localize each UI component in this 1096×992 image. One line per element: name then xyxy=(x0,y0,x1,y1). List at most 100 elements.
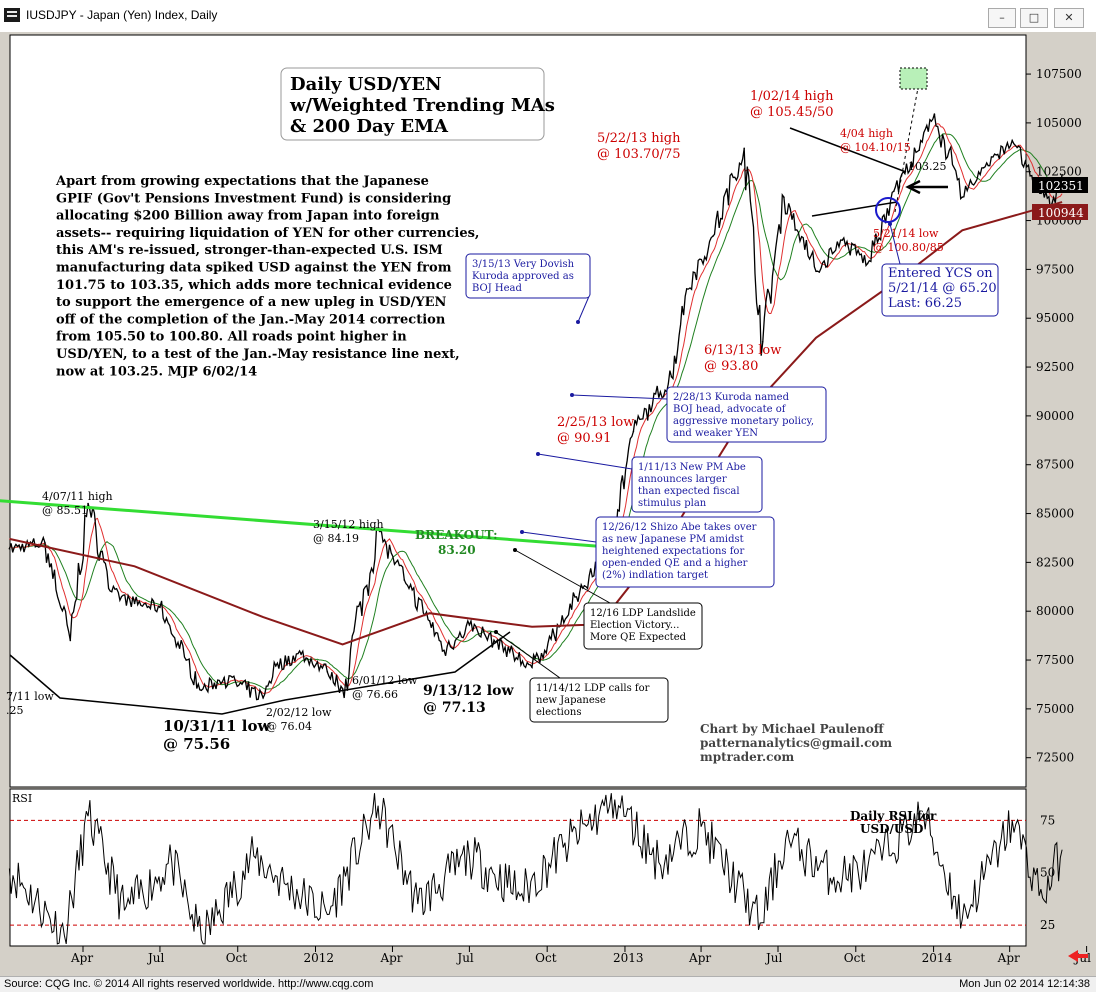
callout-pointer xyxy=(571,394,668,400)
callout-line: 11/14/12 LDP calls for xyxy=(536,683,650,694)
chart-title-line: w/Weighted Trending MAs xyxy=(289,95,555,116)
price-point xyxy=(583,585,586,587)
y-tick-label: 85000 xyxy=(1036,507,1074,521)
price-point xyxy=(443,649,445,652)
breakout-line xyxy=(0,499,632,551)
price-point xyxy=(712,235,714,237)
price-point xyxy=(918,149,920,152)
callout-line: as new Japanese PM amidst xyxy=(602,534,744,545)
ma-fast-line xyxy=(8,123,1063,695)
rsi-tick-label: 50 xyxy=(1040,866,1055,880)
price-point xyxy=(866,262,869,265)
annotation-label: @ 85.51 xyxy=(42,504,88,517)
rsi-title-line: Daily RSI for xyxy=(850,809,937,823)
price-point xyxy=(531,666,533,669)
price-point xyxy=(982,167,985,169)
annotation-label: 3/15/12 high xyxy=(313,518,384,531)
callout-line: new Japanese xyxy=(536,695,606,706)
callout-line: BOJ Head xyxy=(472,283,523,294)
price-point xyxy=(933,113,936,115)
price-point xyxy=(468,624,471,626)
maximize-button[interactable]: □ xyxy=(1020,8,1048,28)
price-point xyxy=(632,430,635,433)
breakout-label: BREAKOUT: xyxy=(415,528,498,542)
x-tick-label: Jul xyxy=(764,951,783,965)
callout-line: Election Victory... xyxy=(590,620,679,631)
y-tick-label: 105000 xyxy=(1036,116,1082,130)
commentary-line: 101.75 to 103.35, which adds more techni… xyxy=(56,278,452,293)
price-point xyxy=(223,676,225,679)
y-tick-label: 102500 xyxy=(1036,165,1082,179)
callout-line: Entered YCS on xyxy=(888,266,993,281)
price-point xyxy=(670,376,673,378)
axis-labels: 1075001050001025001000009750095000925009… xyxy=(12,67,1091,965)
callout-line: BOJ head, advocate of xyxy=(673,404,787,415)
minimize-button[interactable]: – xyxy=(988,8,1016,28)
ema-price-box xyxy=(1032,204,1088,220)
rsi-tick-label: 75 xyxy=(1040,813,1055,827)
callout-line: (2%) indlation target xyxy=(602,570,708,581)
annotation-label: @ 77.13 xyxy=(423,700,486,716)
callout-line: Last: 66.25 xyxy=(888,296,962,311)
annotation-label: 103.25 xyxy=(908,160,947,173)
callout-pointer xyxy=(577,293,591,323)
callout-line: heightened expectations for xyxy=(602,546,744,557)
wedge-support-line xyxy=(811,201,898,217)
callout-line: open-ended QE and a higher xyxy=(602,558,748,569)
y-tick-label: 97500 xyxy=(1036,262,1074,276)
callout-line: 5/21/14 @ 65.20 xyxy=(888,281,997,296)
annotation-label: 9/13/12 low xyxy=(423,683,514,699)
resistance-line xyxy=(789,127,907,173)
annotation-label: @ 93.80 xyxy=(704,359,758,374)
price-point xyxy=(685,288,688,290)
chart-title-line: Daily USD/YEN xyxy=(290,74,442,95)
price-point xyxy=(428,620,431,622)
callout-line: than expected fiscal xyxy=(638,486,740,497)
callout-arrowhead xyxy=(888,222,892,226)
chart-app-icon xyxy=(4,8,20,22)
rsi-line xyxy=(8,793,1063,945)
callout-arrowhead xyxy=(536,452,540,456)
callout-arrowhead xyxy=(520,530,524,534)
annotation-label: 5/22/13 high xyxy=(597,131,681,146)
price-point xyxy=(200,689,203,692)
callout-line: More QE Expected xyxy=(590,632,687,643)
callout-arrowhead xyxy=(570,393,574,397)
scroll-left-icon xyxy=(1068,950,1088,962)
close-button[interactable]: ✕ xyxy=(1054,8,1084,28)
timestamp-text: Mon Jun 02 2014 12:14:38 xyxy=(959,978,1090,990)
y-tick-label: 90000 xyxy=(1036,409,1074,423)
annotation-label: @ 76.04 xyxy=(266,720,312,733)
last-price-box xyxy=(1032,177,1088,193)
callout-line: 12/16 LDP Landslide xyxy=(590,608,696,619)
callout-pointer xyxy=(889,223,901,265)
credit-line: mptrader.com xyxy=(700,750,794,764)
ma-slow-line xyxy=(8,133,1063,690)
price-panel xyxy=(9,34,1027,788)
price-point xyxy=(69,639,72,642)
annotation-label: .25 xyxy=(6,704,24,717)
credit-line: patternanalytics@gmail.com xyxy=(700,736,892,750)
support-line xyxy=(9,631,511,715)
callout-arrowhead xyxy=(494,630,498,634)
commentary-line: manufacturing data spiked USD against th… xyxy=(56,261,452,276)
y-tick-label: 80000 xyxy=(1036,604,1074,618)
price-point xyxy=(185,659,187,661)
price-point xyxy=(961,196,964,198)
callout-line: aggressive monetary policy, xyxy=(673,416,814,427)
annotation-label: 6/01/12 low xyxy=(352,674,418,687)
price-point xyxy=(761,340,764,343)
target-box xyxy=(899,67,928,90)
commentary-line: Apart from growing expectations that the… xyxy=(55,174,429,189)
rsi-title-line: USD/USD xyxy=(860,822,923,836)
current-arrow xyxy=(905,179,948,195)
callout-line: and weaker YEN xyxy=(673,428,758,439)
chart-area: BREAKOUT: 83.20 Daily USD/YEN w/Weighted Tr… xyxy=(0,32,1096,976)
x-tick-label: 2014 xyxy=(922,951,953,965)
callout-line: Kuroda approved as xyxy=(472,271,574,282)
callout-line: 12/26/12 Shizo Abe takes over xyxy=(602,522,757,533)
annotation-label: 2/02/12 low xyxy=(266,706,332,719)
commentary-line: USD/YEN, to a test of the Jan.-May resis… xyxy=(56,347,460,362)
y-tick-label: 75000 xyxy=(1036,702,1074,716)
price-point xyxy=(783,196,785,198)
